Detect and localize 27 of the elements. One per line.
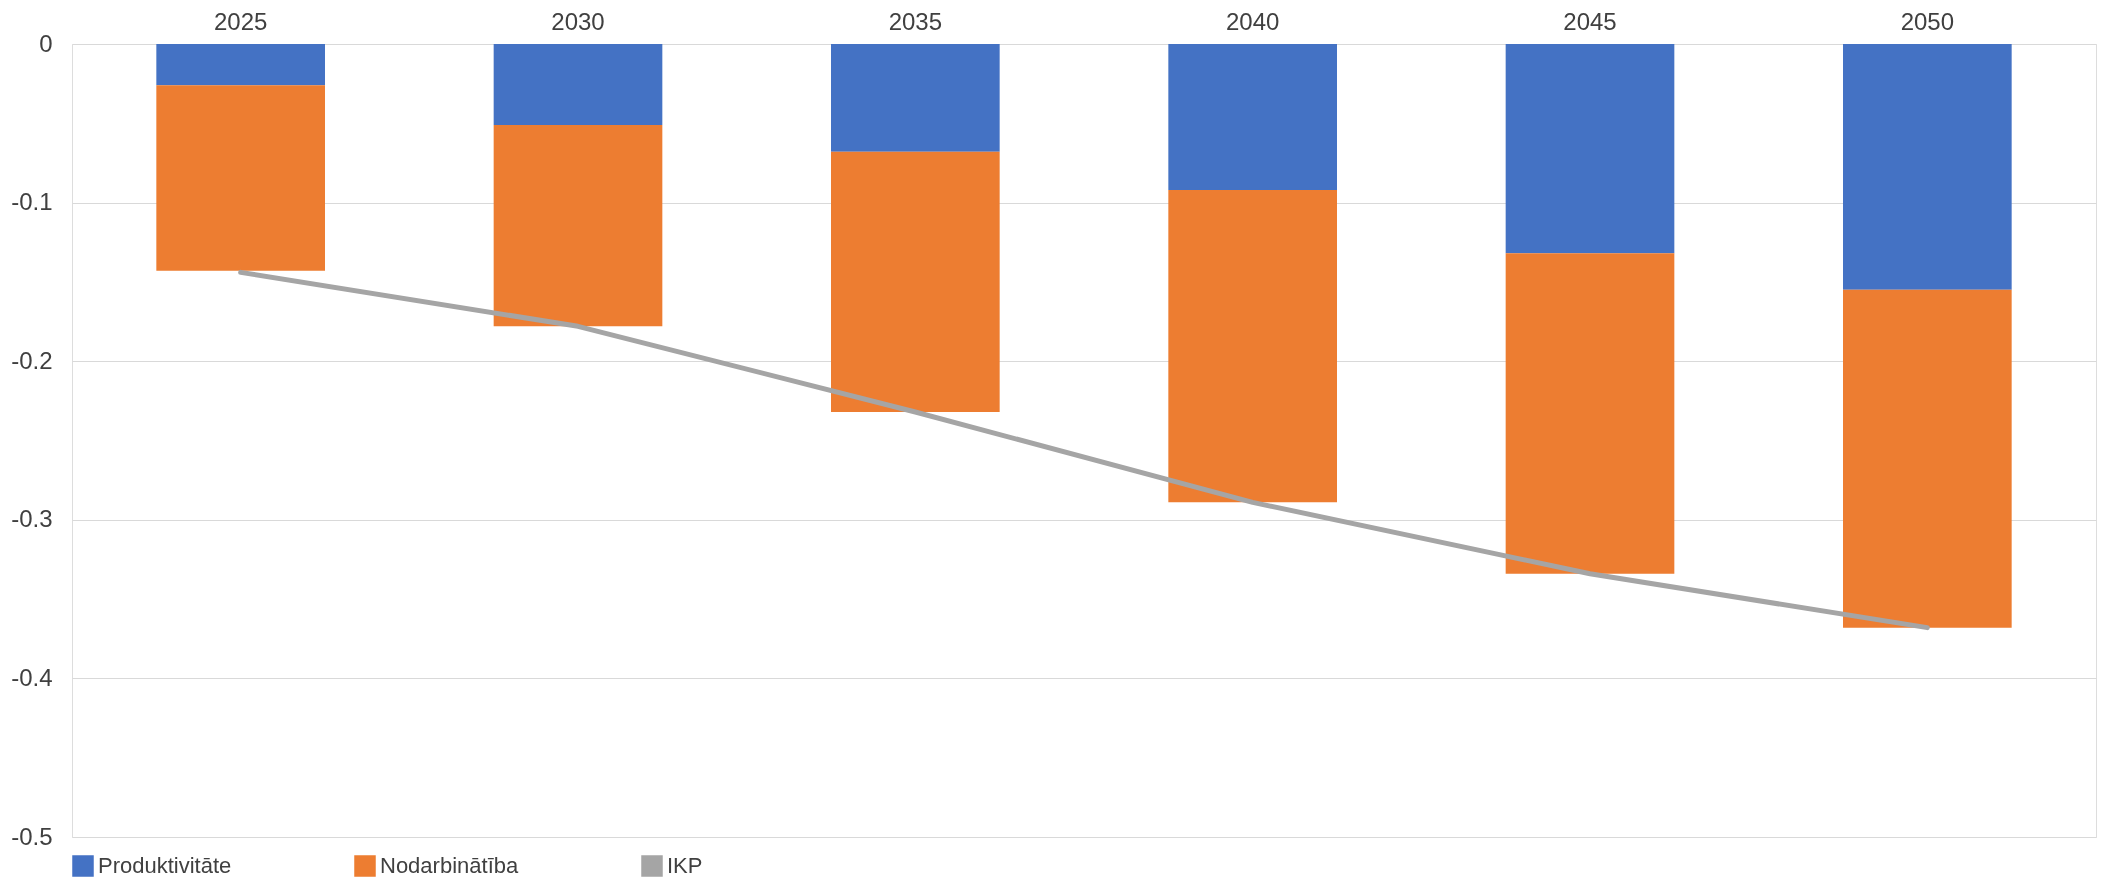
y-tick-label: 0 [39,29,53,57]
bar [1843,289,2012,628]
bar [493,44,663,125]
x-tick-label: 2045 [1563,7,1617,35]
bar [1505,44,1675,254]
bar [493,124,663,327]
y-tick-label: -0.2 [11,346,53,374]
x-tick-label: 2050 [1900,7,1955,35]
bar [156,85,325,271]
legend-label: Nodarbinātība [380,853,519,878]
y-tick-label: -0.5 [11,822,53,850]
x-tick-label: 2030 [551,7,605,35]
x-tick-label: 2035 [888,7,943,35]
y-tick-label: -0.1 [11,188,53,216]
y-tick-label: -0.3 [11,505,53,533]
bar [1843,44,2012,290]
bar [1505,253,1675,574]
x-tick-label: 2040 [1225,7,1280,35]
bar [1168,44,1337,190]
bar [831,44,1000,152]
bar [156,44,325,86]
legend-label: Produktivitāte [98,853,232,878]
legend-label: IKP [667,853,703,878]
bar [831,151,1000,412]
bar [1168,189,1337,503]
x-tick-label: 2025 [213,7,268,35]
y-tick-label: -0.4 [11,663,53,691]
